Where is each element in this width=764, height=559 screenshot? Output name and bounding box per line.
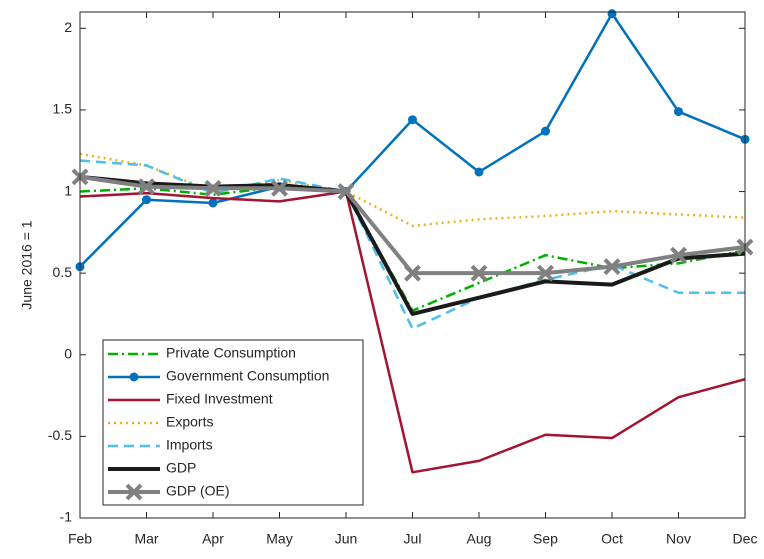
y-tick-label: 2 [64, 19, 72, 35]
marker [603, 258, 621, 276]
marker [337, 183, 355, 200]
legend-marker [129, 372, 139, 382]
x-tick-label: Apr [202, 531, 224, 547]
marker [208, 198, 218, 208]
legend-label: Fixed Investment [166, 391, 273, 407]
series-line [79, 174, 746, 316]
x-tick-label: Feb [68, 531, 92, 547]
x-tick-label: Jul [404, 531, 422, 547]
marker [537, 264, 554, 282]
legend-marker [125, 483, 143, 501]
marker [271, 179, 288, 197]
marker [670, 246, 687, 264]
legend-label: GDP (OE) [166, 483, 230, 499]
legend: Private Consumption Government Consumptio… [102, 339, 364, 506]
y-tick-label: 1.5 [53, 101, 73, 117]
series-line [79, 190, 746, 474]
marker [607, 9, 617, 19]
marker [541, 126, 550, 136]
legend-label: Government Consumption [166, 368, 329, 384]
y-tick-label: 0.5 [53, 264, 73, 280]
marker [404, 264, 421, 282]
x-tick-label: Nov [666, 531, 691, 547]
legend-label: Imports [166, 437, 213, 453]
marker [408, 115, 417, 125]
legend-label: Exports [166, 414, 213, 430]
marker [138, 178, 155, 196]
marker [474, 167, 484, 177]
x-tick-label: Mar [134, 531, 158, 547]
x-tick-label: Sep [533, 531, 558, 547]
y-axis-label: June 2016 = 1 [19, 220, 35, 309]
legend-box [102, 339, 364, 506]
x-tick-label: Dec [733, 531, 758, 547]
marker [470, 264, 488, 282]
legend-label: GDP [166, 460, 196, 476]
y-tick-label: 0 [64, 345, 72, 361]
y-tick-label: -1 [60, 509, 73, 525]
x-tick-label: Aug [467, 531, 492, 547]
x-tick-label: Jun [335, 531, 358, 547]
x-tick-label: May [266, 531, 292, 547]
marker [204, 179, 222, 197]
y-tick-label: 1 [64, 182, 72, 198]
marker [142, 195, 151, 205]
x-tick-label: Oct [601, 531, 623, 547]
axes-box [79, 11, 746, 519]
y-tick-label: -0.5 [48, 427, 72, 443]
legend-label: Private Consumption [166, 345, 296, 361]
marker [674, 107, 683, 117]
